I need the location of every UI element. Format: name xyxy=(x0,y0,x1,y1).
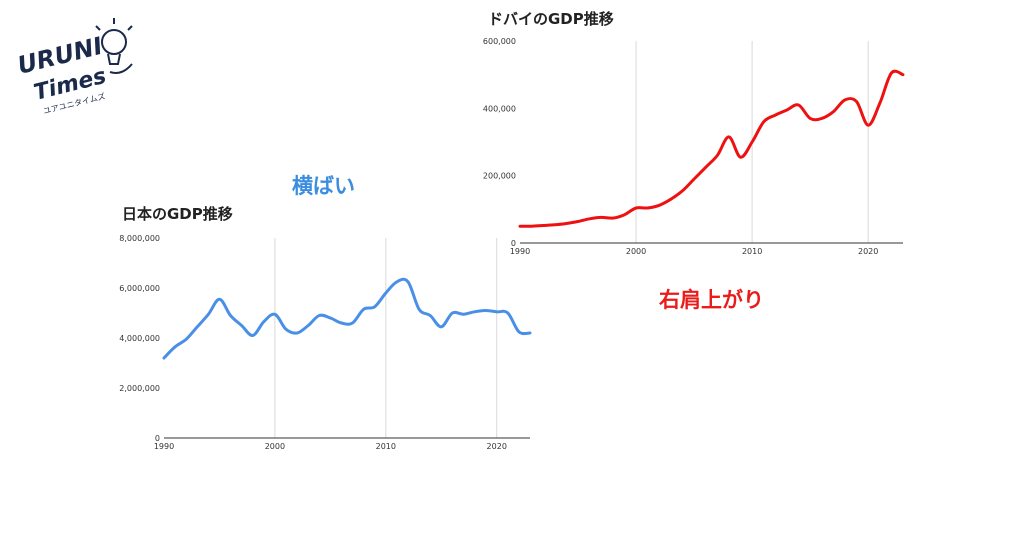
japan-x-tick-label: 2020 xyxy=(487,442,507,451)
dubai-y-tick-label: 400,000 xyxy=(483,104,516,113)
japan-y-tick-label: 6,000,000 xyxy=(119,284,160,293)
japan-series-line xyxy=(162,277,532,360)
dubai-y-tick-label: 200,000 xyxy=(483,172,516,181)
japan-chart-title: 日本のGDP推移 xyxy=(122,205,233,223)
dubai-series-line xyxy=(518,69,905,228)
japan-x-tick-label: 2000 xyxy=(265,442,285,451)
dubai-x-tick-label: 2010 xyxy=(742,247,762,256)
dubai-annotation: 右肩上がり xyxy=(659,288,764,312)
japan-y-tick-label: 8,000,000 xyxy=(119,234,160,243)
dubai-chart-title: ドバイのGDP推移 xyxy=(488,10,614,28)
lightbulb-icon xyxy=(95,18,133,74)
dubai-x-tick-label: 2020 xyxy=(858,247,878,256)
dubai-gdp-chart: 0 200,000 400,000 600,000 1990 2000 2010 2020 xyxy=(483,37,905,256)
dubai-x-tick-label: 2000 xyxy=(626,247,646,256)
dubai-y-tick-label: 0 xyxy=(511,239,516,248)
dubai-x-tick-label: 1990 xyxy=(510,247,530,256)
japan-y-tick-label: 4,000,000 xyxy=(119,334,160,343)
japan-annotation: 横ばい xyxy=(292,174,355,198)
japan-y-tick-label: 0 xyxy=(155,434,160,443)
japan-x-tick-label: 1990 xyxy=(154,442,174,451)
uruni-times-logo: URUNI Times ユアユニタイムズ xyxy=(15,18,133,116)
dubai-y-tick-label: 600,000 xyxy=(483,37,516,46)
japan-gdp-chart: 0 2,000,000 4,000,000 6,000,000 8,000,000 199… xyxy=(119,234,532,451)
japan-y-tick-label: 2,000,000 xyxy=(119,384,160,393)
japan-x-tick-label: 2010 xyxy=(376,442,396,451)
